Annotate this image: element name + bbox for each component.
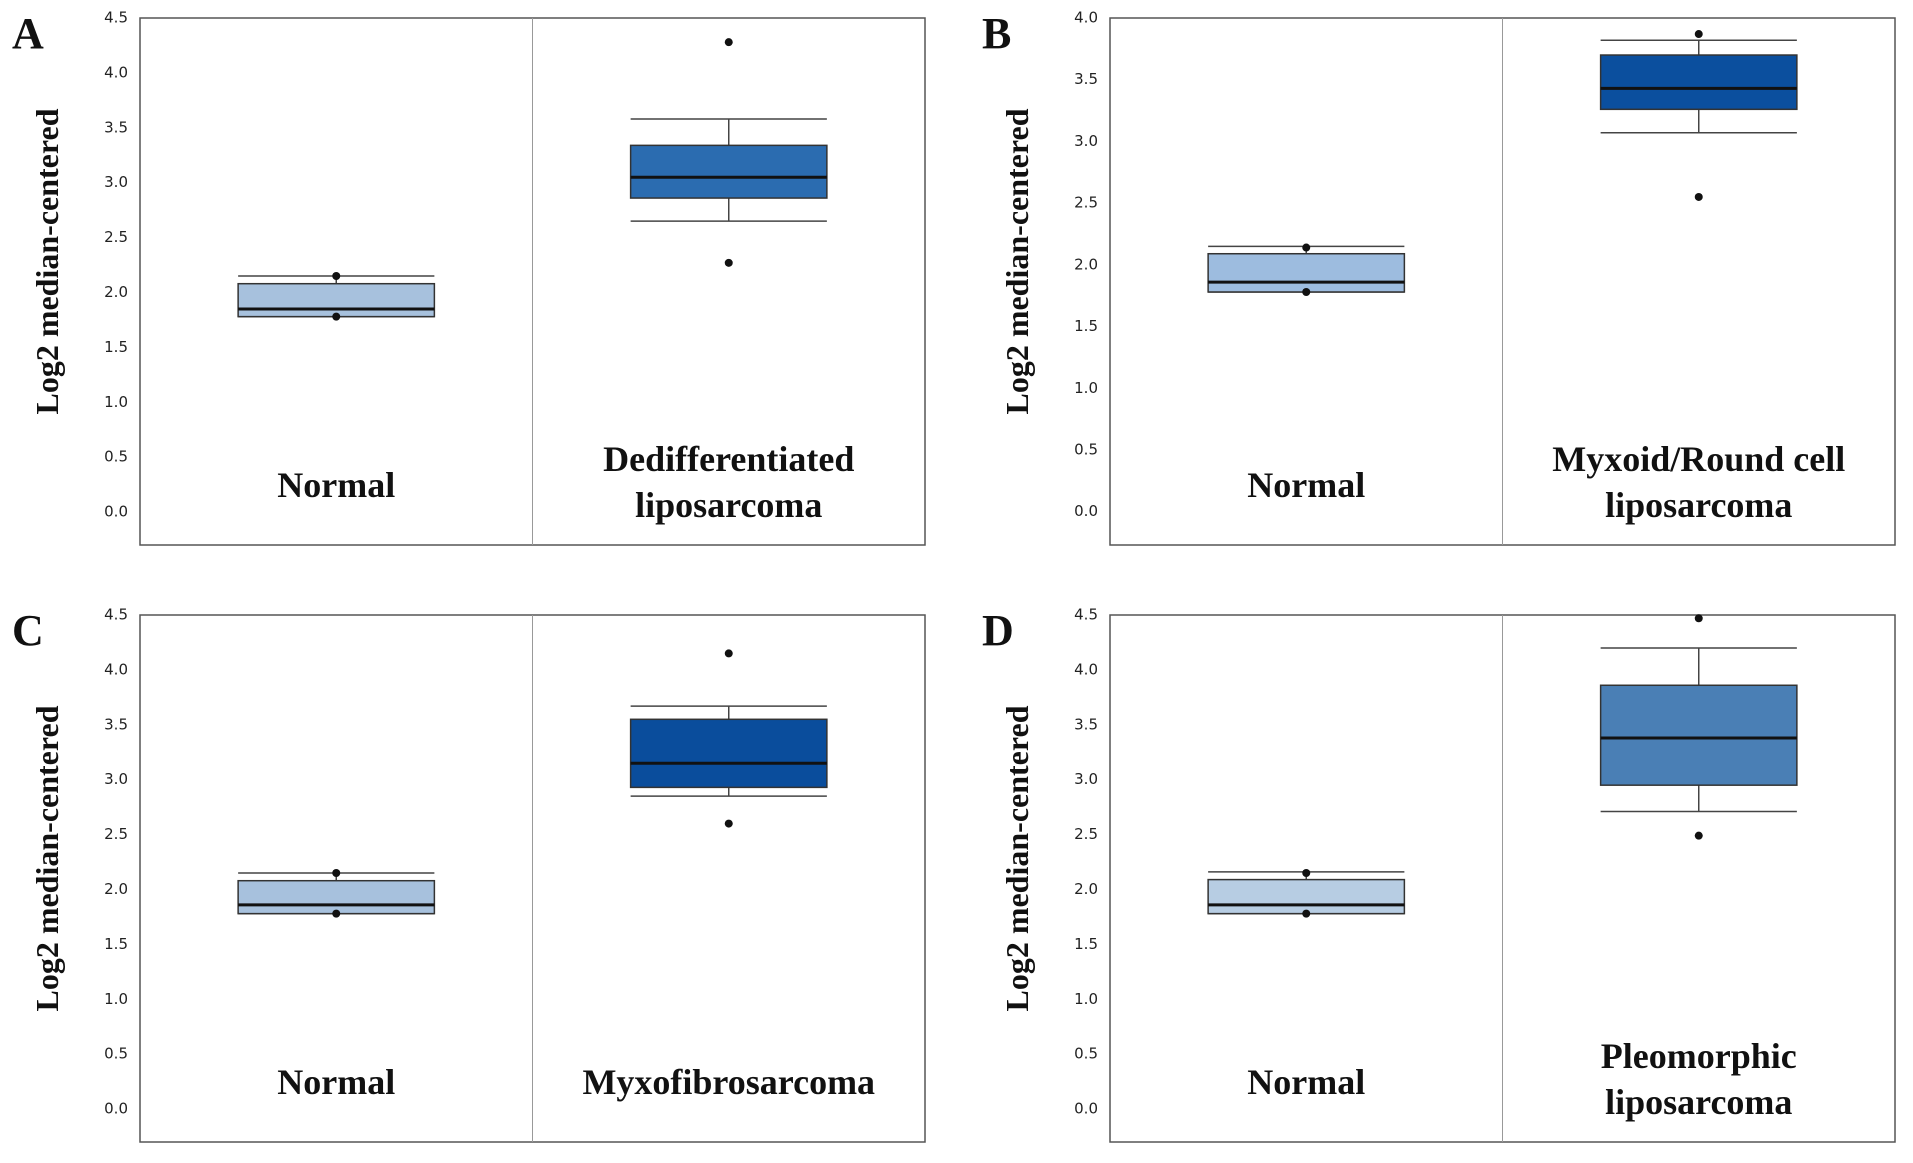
category-label: Pleomorphic [1601,1036,1797,1076]
box [629,718,828,789]
y-tick-label: 0.5 [104,448,128,466]
y-tick-label: 1.0 [104,393,128,411]
outlier [332,869,341,878]
y-tick-label: 2.0 [104,880,128,898]
panel: B Log2 median-centered 0.0 0.5 1.0 1.5 2.0 2.5 3… [982,9,1896,546]
y-tick-label: 0.0 [1074,1100,1098,1118]
y-tick-label: 0.0 [104,1100,128,1118]
outlier [1694,614,1703,623]
box [1207,878,1406,915]
outlier [724,649,733,658]
outlier [332,272,341,281]
panel-label: A [12,9,44,58]
y-tick-label: 2.5 [104,228,128,246]
y-tick-label: 0.5 [1074,1045,1098,1063]
outlier [332,312,341,321]
y-axis-label: Log2 median-centered [29,705,65,1011]
y-tick-label: 2.5 [104,825,128,843]
category-label: liposarcoma [1605,485,1792,525]
y-tick-label: 2.5 [1074,194,1098,212]
box [237,282,436,318]
outlier [1302,869,1311,878]
box [1599,684,1798,786]
outlier [1694,192,1703,201]
outlier [724,819,733,828]
y-axis-label: Log2 median-centered [29,108,65,414]
y-tick-label: 3.0 [1074,770,1098,788]
panel-label: D [982,606,1014,655]
outlier [724,258,733,267]
y-tick-label: 1.5 [104,338,128,356]
category-label: Normal [1247,1062,1365,1102]
category-label: Normal [277,465,395,505]
panel-label: C [12,606,44,655]
category-label: Normal [277,1062,395,1102]
y-tick-label: 1.5 [104,935,128,953]
y-tick-label: 3.0 [104,173,128,191]
panel-label: B [982,9,1011,58]
y-tick-label: 1.5 [1074,935,1098,953]
y-tick-label: 4.5 [104,9,128,27]
outlier [332,909,341,918]
category-label: Normal [1247,465,1365,505]
panel: D Log2 median-centered 0.0 0.5 1.0 1.5 2.0 2.5 3… [982,606,1896,1143]
y-tick-label: 1.0 [1074,990,1098,1008]
y-tick-label: 3.5 [1074,70,1098,88]
box [629,144,828,199]
y-axis-label: Log2 median-centered [999,108,1035,414]
category-label: Myxofibrosarcoma [582,1062,875,1102]
y-tick-label: 0.0 [104,503,128,521]
y-tick-label: 3.5 [104,118,128,136]
y-tick-label: 4.0 [1074,9,1098,27]
y-tick-label: 2.0 [104,283,128,301]
y-tick-label: 0.5 [1074,440,1098,458]
y-tick-label: 3.0 [1074,132,1098,150]
y-tick-label: 1.0 [1074,379,1098,397]
y-tick-label: 1.5 [1074,317,1098,335]
category-label: Myxoid/Round cell [1552,439,1845,479]
box [1599,54,1798,111]
y-tick-label: 2.5 [1074,825,1098,843]
y-tick-label: 2.0 [1074,880,1098,898]
outlier [1694,831,1703,840]
category-label: liposarcoma [635,485,822,525]
y-tick-label: 0.0 [1074,502,1098,520]
y-tick-label: 4.0 [104,660,128,678]
y-tick-label: 4.0 [1074,660,1098,678]
outlier [724,38,733,47]
outlier [1302,243,1311,252]
y-tick-label: 0.5 [104,1045,128,1063]
panel: A Log2 median-centered 0.0 0.5 1.0 1.5 2.0 2.5 3… [12,9,926,546]
y-tick-label: 2.0 [1074,255,1098,273]
outlier [1302,909,1311,918]
y-tick-label: 4.0 [104,63,128,81]
box [1207,252,1406,293]
y-tick-label: 3.0 [104,770,128,788]
y-tick-label: 3.5 [1074,715,1098,733]
category-label: Dedifferentiated [603,439,854,479]
category-label: liposarcoma [1605,1082,1792,1122]
y-tick-label: 4.5 [1074,606,1098,624]
box [237,879,436,915]
panel: C Log2 median-centered 0.0 0.5 1.0 1.5 2.0 2.5 3… [12,606,926,1143]
y-tick-label: 4.5 [104,606,128,624]
y-tick-label: 3.5 [104,715,128,733]
y-axis-label: Log2 median-centered [999,705,1035,1011]
outlier [1694,30,1703,39]
y-tick-label: 1.0 [104,990,128,1008]
outlier [1302,287,1311,296]
